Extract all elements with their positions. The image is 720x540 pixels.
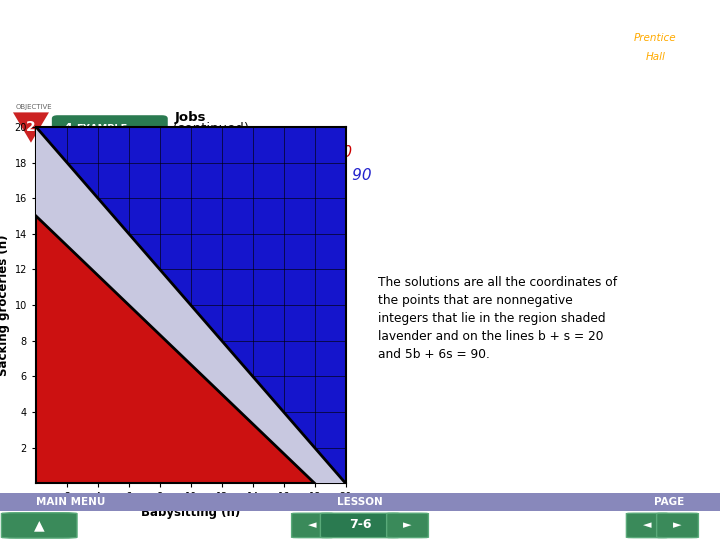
Text: b + s ≤ 20: b + s ≤ 20 — [270, 145, 352, 160]
Text: 7-6: 7-6 — [348, 518, 372, 531]
Text: ►: ► — [403, 520, 412, 530]
Text: (continued): (continued) — [173, 123, 250, 136]
Y-axis label: Sacking groceries (h): Sacking groceries (h) — [0, 234, 10, 376]
FancyBboxPatch shape — [657, 513, 698, 538]
Title: Jobs: Jobs — [175, 111, 207, 124]
Text: ►: ► — [673, 520, 682, 530]
Text: Systems of Linear Inequalities: Systems of Linear Inequalities — [11, 11, 368, 31]
FancyBboxPatch shape — [626, 513, 668, 538]
Text: 2: 2 — [26, 119, 36, 133]
Text: 5b + 6s ≥ 90: 5b + 6s ≥ 90 — [270, 167, 372, 183]
Text: MAIN MENU: MAIN MENU — [36, 497, 105, 508]
FancyBboxPatch shape — [0, 493, 720, 511]
Text: 4: 4 — [63, 123, 72, 136]
Text: The solutions are all the coordinates of
the points that are nonnegative
integer: The solutions are all the coordinates of… — [378, 276, 617, 361]
X-axis label: Babysitting (h): Babysitting (h) — [141, 507, 240, 519]
Text: LESSON: LESSON — [337, 497, 383, 508]
Text: ▲: ▲ — [35, 518, 45, 532]
Text: Additional Examples: Additional Examples — [9, 73, 152, 86]
Text: PEARSON: PEARSON — [629, 15, 681, 24]
Text: ◄: ◄ — [643, 520, 652, 530]
Text: ALGEBRA 1  LESSON 7-6: ALGEBRA 1 LESSON 7-6 — [11, 50, 120, 58]
Text: O: O — [12, 492, 21, 503]
FancyBboxPatch shape — [320, 513, 400, 538]
Text: Prentice: Prentice — [634, 33, 677, 43]
Text: PAGE: PAGE — [654, 497, 685, 508]
FancyBboxPatch shape — [387, 513, 428, 538]
Text: ◄: ◄ — [308, 520, 317, 530]
Text: EXAMPLE: EXAMPLE — [76, 124, 127, 134]
FancyBboxPatch shape — [52, 115, 168, 144]
Polygon shape — [13, 112, 49, 143]
Text: OBJECTIVE: OBJECTIVE — [16, 104, 53, 110]
Text: Hall: Hall — [645, 52, 665, 62]
FancyBboxPatch shape — [292, 513, 333, 538]
Text: Solve by graphing.: Solve by graphing. — [54, 157, 192, 172]
FancyBboxPatch shape — [1, 513, 77, 538]
